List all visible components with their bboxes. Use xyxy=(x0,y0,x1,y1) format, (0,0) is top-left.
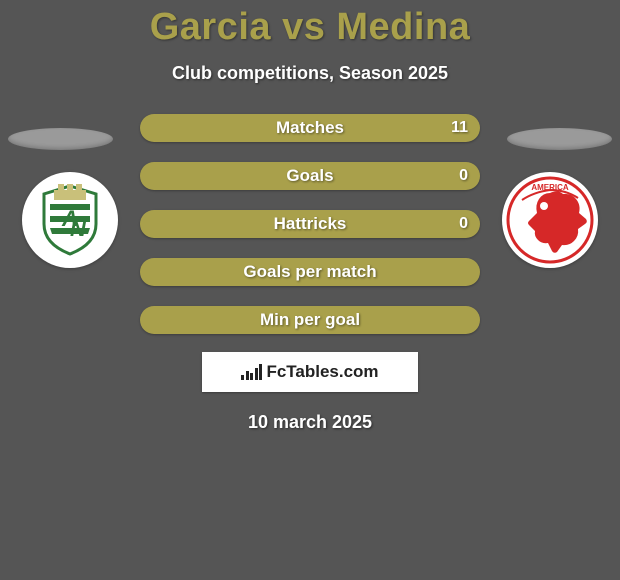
stat-label: Hattricks xyxy=(274,214,347,234)
bar-chart-icon xyxy=(241,364,262,380)
svg-text:N: N xyxy=(70,216,87,241)
america-de-cali-crest-icon: AMERICA xyxy=(506,176,594,264)
stat-label: Goals xyxy=(286,166,333,186)
stat-label: Min per goal xyxy=(260,310,360,330)
stat-bar-goals: Goals 0 xyxy=(140,162,480,190)
team-crest-right: AMERICA xyxy=(502,172,598,268)
infographic-container: Garcia vs Medina Club competitions, Seas… xyxy=(0,0,620,580)
stat-label: Goals per match xyxy=(243,262,376,282)
stat-bar-goals-per-match: Goals per match xyxy=(140,258,480,286)
stat-bar-min-per-goal: Min per goal xyxy=(140,306,480,334)
stat-value-right: 0 xyxy=(459,167,468,185)
stat-label: Matches xyxy=(276,118,344,138)
subtitle: Club competitions, Season 2025 xyxy=(0,63,620,84)
atletico-nacional-crest-icon: A N xyxy=(30,180,110,260)
team-crest-left: A N xyxy=(22,172,118,268)
svg-text:AMERICA: AMERICA xyxy=(531,183,569,192)
stat-value-right: 11 xyxy=(451,119,468,137)
stat-bar-matches: Matches 11 xyxy=(140,114,480,142)
stat-value-right: 0 xyxy=(459,215,468,233)
stat-bar-hattricks: Hattricks 0 xyxy=(140,210,480,238)
date-label: 10 march 2025 xyxy=(0,412,620,433)
brand-text: FcTables.com xyxy=(266,362,378,382)
shadow-ellipse-left xyxy=(8,128,113,150)
brand-badge: FcTables.com xyxy=(202,352,418,392)
page-title: Garcia vs Medina xyxy=(0,0,620,49)
shadow-ellipse-right xyxy=(507,128,612,150)
